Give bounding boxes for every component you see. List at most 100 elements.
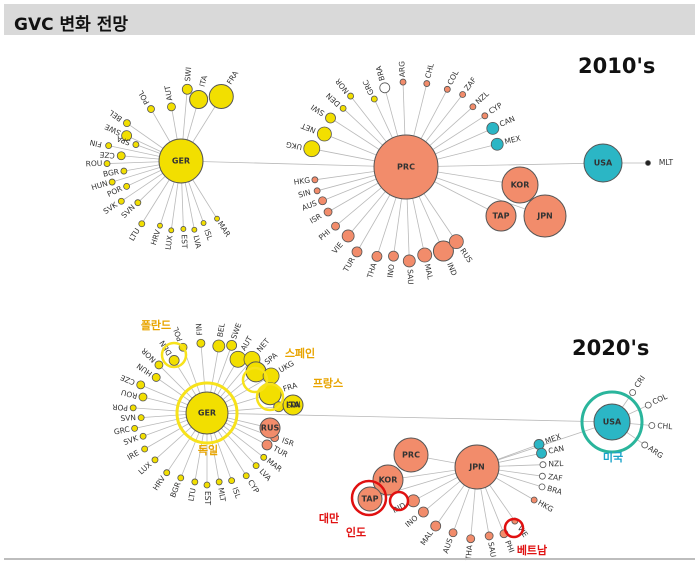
rus2020-hub-label: RUS	[261, 424, 280, 433]
ger2020-node-rou	[138, 392, 148, 402]
tap2010-hub-label: TAP	[493, 212, 510, 221]
ger2010-node-por	[123, 182, 131, 190]
jpn2020-label-hkg: HKG	[536, 498, 555, 514]
ger2010-label-lva: LVA	[192, 235, 204, 250]
jpn2020-label-sau: SAU	[486, 541, 498, 558]
prc2010-label-aus: AUS	[301, 198, 319, 212]
ita2020-hub	[282, 394, 304, 416]
ger2020-label-spa: SPA	[263, 350, 280, 366]
prc2010-label-vie: VIE	[330, 240, 345, 255]
annotation-vietnam: 베트남	[517, 543, 547, 557]
ger2010-node-est	[180, 226, 187, 232]
kor2020-hub-label: KOR	[379, 476, 398, 485]
ger2020-label-nor: NOR	[140, 346, 158, 364]
ger2020-label-ltu: LTU	[187, 487, 198, 502]
prc2010-node-net	[317, 126, 332, 142]
ger2020-node-cyp	[242, 472, 250, 480]
ger2020-label-aut: AUT	[239, 334, 255, 352]
highlight-ring-india	[388, 490, 410, 512]
prc2010-node-vie	[341, 229, 355, 243]
ger2020-label-isr: ISR	[281, 436, 296, 449]
prc2010-label-sin: SIN	[297, 188, 311, 200]
kor2020-hub	[372, 464, 404, 496]
prc2010-label-hkg: HKG	[293, 175, 311, 186]
highlight-ring-taiwan	[350, 479, 388, 517]
ger2020-node-svn	[137, 414, 145, 422]
annotation-taiwan: 대만	[319, 511, 339, 525]
prc2010-label-ino: INO	[385, 263, 396, 278]
ger2020-hub	[185, 391, 229, 435]
jpn2020-label-aus: AUS	[441, 537, 455, 555]
usa2020-node-cri	[629, 389, 637, 396]
ger2010-label-svk: SVK	[102, 200, 120, 216]
tap2010-hub	[485, 200, 517, 232]
prc2010-node-rus	[448, 234, 464, 250]
prc2010-hub-label: PRC	[397, 163, 415, 172]
prc2010-node-sau	[402, 254, 416, 268]
highlight-ring-usa	[580, 390, 644, 454]
ger2010-node-hun	[108, 178, 116, 186]
jpn2020-node-hkg	[530, 496, 538, 504]
ger2010-label-bel: BEL	[107, 108, 124, 124]
ger2010-node-bgr	[120, 167, 128, 175]
ger2020-label-bel: BEL	[215, 322, 226, 338]
ger2010-node-ltu	[138, 220, 146, 228]
kor2010-hub-label: KOR	[511, 181, 530, 190]
ger2020-label-fin: FIN	[194, 323, 204, 336]
ger2010-label-pol: POL	[136, 88, 152, 106]
ger2020-label-net: NET	[255, 336, 272, 354]
annotation-france: 프랑스	[313, 377, 343, 390]
ger2010-node-ita	[189, 89, 209, 109]
jpn2020-node-zaf	[538, 472, 546, 480]
ger2020-node-cze	[136, 380, 146, 390]
jpn2020-node-aus	[448, 528, 458, 538]
ger2010-node-svn	[134, 199, 142, 207]
ger2020-node-svk	[139, 432, 147, 440]
ger2020-hub-label: GER	[198, 409, 216, 418]
prc2010-node-sin	[313, 187, 321, 195]
prc2010-node-phi	[331, 221, 340, 231]
ger2010-label-rou: ROU	[86, 159, 103, 169]
ger2020-label-grc: GRC	[113, 425, 130, 437]
jpn2020-label-mal: MAL	[418, 528, 435, 547]
ger2020-label-svk: SVK	[122, 433, 140, 447]
jpn2020-label-nzl: NZL	[548, 459, 564, 469]
prc2010-node-cyp	[481, 112, 489, 120]
ger2020-label-pol: POL	[171, 325, 185, 343]
prc2010-node-bra	[379, 82, 391, 94]
prc2010-node-isr	[323, 207, 333, 217]
ger2010-hub-label: GER	[172, 157, 190, 166]
usa2020-label-arg: ARG	[647, 444, 666, 461]
jpn2020-label-tha: THA	[464, 544, 474, 562]
jpn2010-hub	[523, 194, 567, 238]
jpn2020-label-ino: INO	[403, 513, 419, 529]
prc2010-label-mal: MAL	[423, 263, 435, 281]
prc2010-node-ino	[388, 250, 399, 262]
ger2010-label-isl: ISL	[202, 228, 215, 242]
ger2020-label-est: EST	[203, 491, 212, 505]
prc2010-label-nor: NOR	[333, 77, 350, 96]
prc2010-hub	[373, 134, 439, 200]
ger2010-node-lux	[168, 227, 175, 234]
ger2010-label-fra: FRA	[225, 68, 241, 86]
prc2010-label-cyp: CYP	[487, 100, 504, 116]
prc2010-node-grc	[370, 95, 378, 103]
ger2010-node-swe	[121, 130, 133, 142]
prc2010-label-tur: TUR	[341, 256, 357, 275]
usa2020-label-chl: CHL	[657, 421, 674, 431]
ger2020-node-ire	[141, 445, 149, 453]
edge-ger-usa-2020	[206, 412, 613, 423]
bottom-divider	[4, 558, 695, 560]
tap2020-hub-label: TAP	[362, 495, 379, 504]
ger2020-node-fin	[196, 338, 206, 348]
ita2020-hub-label: ITA	[286, 401, 301, 410]
prc2010-node-mal	[417, 247, 433, 263]
usa2010-hub-label: USA	[594, 159, 613, 168]
ger2020-label-isl: ISL	[230, 486, 243, 500]
ger2020-node-hun	[151, 373, 161, 382]
ger2020-node-tur	[261, 439, 273, 451]
ger2010-label-swi: SWI	[183, 67, 193, 82]
jpn2010-hub-label: JPN	[536, 212, 553, 221]
jpn2020-node-nzl	[539, 461, 547, 469]
ger2010-node-swi	[181, 83, 193, 95]
